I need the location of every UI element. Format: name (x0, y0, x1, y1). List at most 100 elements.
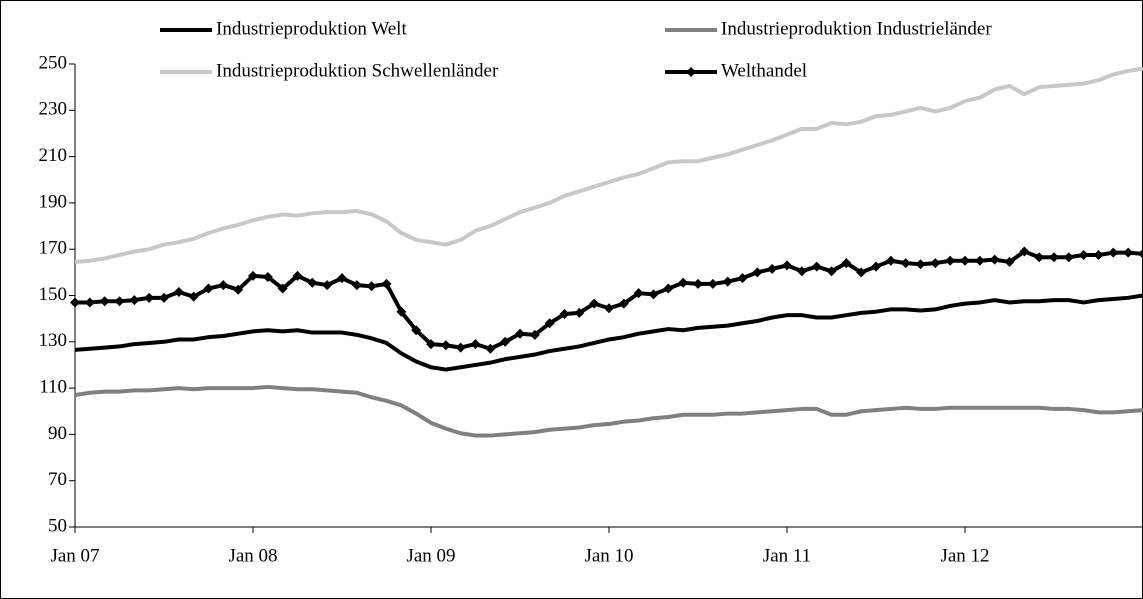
marker (960, 255, 970, 266)
marker (811, 261, 822, 272)
marker (84, 297, 95, 308)
series-line (74, 384, 1143, 438)
marker (885, 255, 896, 266)
marker (173, 287, 184, 298)
marker (470, 339, 481, 350)
marker (930, 258, 941, 269)
marker (366, 281, 377, 292)
marker (277, 283, 288, 294)
y-tick-label: 110 (39, 376, 67, 397)
marker (381, 278, 392, 289)
marker (248, 270, 258, 281)
marker (915, 259, 926, 270)
marker (663, 283, 674, 294)
marker (1004, 256, 1015, 267)
marker (648, 289, 659, 300)
marker (618, 298, 629, 309)
marker (1123, 247, 1134, 258)
y-tick-label: 190 (39, 191, 68, 212)
marker (188, 291, 199, 302)
x-tick-label: Jan 12 (940, 545, 989, 566)
marker (1078, 249, 1089, 260)
marker (871, 261, 881, 272)
marker (1063, 252, 1074, 263)
marker (485, 343, 496, 354)
marker (1034, 252, 1045, 263)
marker (633, 288, 644, 299)
marker (767, 263, 778, 274)
x-tick-label: Jan 10 (584, 545, 633, 566)
y-tick-label: 230 (39, 99, 68, 120)
legend-label: Industrieproduktion Schwellenländer (216, 60, 499, 81)
y-tick-label: 90 (48, 423, 67, 444)
marker (900, 258, 911, 269)
marker (159, 292, 169, 303)
marker (604, 303, 614, 314)
marker (515, 328, 525, 339)
y-tick-label: 170 (39, 238, 68, 259)
marker (737, 273, 748, 284)
marker (826, 266, 837, 277)
legend-label: Industrieproduktion Industrieländer (721, 18, 992, 39)
x-tick-label: Jan 11 (763, 545, 811, 566)
marker (544, 318, 555, 329)
legend-label: Welthandel (721, 60, 807, 81)
marker (337, 273, 347, 284)
marker (322, 280, 333, 291)
marker (218, 280, 229, 291)
marker (574, 307, 585, 318)
marker (455, 342, 466, 353)
y-tick-label: 250 (39, 52, 68, 73)
marker (351, 280, 362, 291)
marker (529, 329, 540, 340)
marker (307, 277, 318, 288)
x-tick-label: Jan 07 (50, 545, 99, 566)
marker (752, 267, 763, 278)
marker (292, 270, 303, 281)
marker (262, 271, 273, 282)
marker (440, 340, 451, 351)
marker (989, 254, 1000, 265)
marker (1108, 247, 1119, 258)
y-tick-label: 210 (39, 145, 68, 166)
y-tick-label: 50 (48, 515, 67, 536)
y-tick-label: 130 (39, 330, 68, 351)
marker (70, 297, 80, 308)
legend-label: Industrieproduktion Welt (216, 18, 407, 39)
marker (233, 284, 244, 295)
x-tick-label: Jan 08 (228, 545, 277, 566)
marker (589, 298, 600, 309)
marker (678, 277, 689, 288)
marker (426, 339, 436, 350)
series-line (74, 66, 1143, 264)
marker (856, 267, 867, 278)
marker (693, 278, 703, 289)
marker (782, 260, 792, 271)
y-tick-label: 150 (39, 284, 68, 305)
marker (99, 296, 110, 307)
marker (203, 283, 214, 294)
marker (945, 255, 956, 266)
marker (707, 278, 718, 289)
marker (796, 266, 807, 277)
marker (144, 292, 155, 303)
legend-marker (686, 67, 696, 77)
series-line (74, 293, 1143, 372)
marker (411, 325, 422, 336)
marker (1138, 248, 1143, 259)
y-tick-label: 70 (48, 469, 67, 490)
marker (114, 296, 125, 307)
marker (974, 255, 985, 266)
marker (841, 258, 852, 269)
x-tick-label: Jan 09 (406, 545, 455, 566)
marker (722, 276, 733, 287)
marker (1093, 249, 1104, 260)
marker (129, 295, 140, 306)
marker (1019, 246, 1030, 257)
marker (559, 309, 570, 320)
marker (396, 306, 407, 317)
marker (500, 336, 511, 347)
